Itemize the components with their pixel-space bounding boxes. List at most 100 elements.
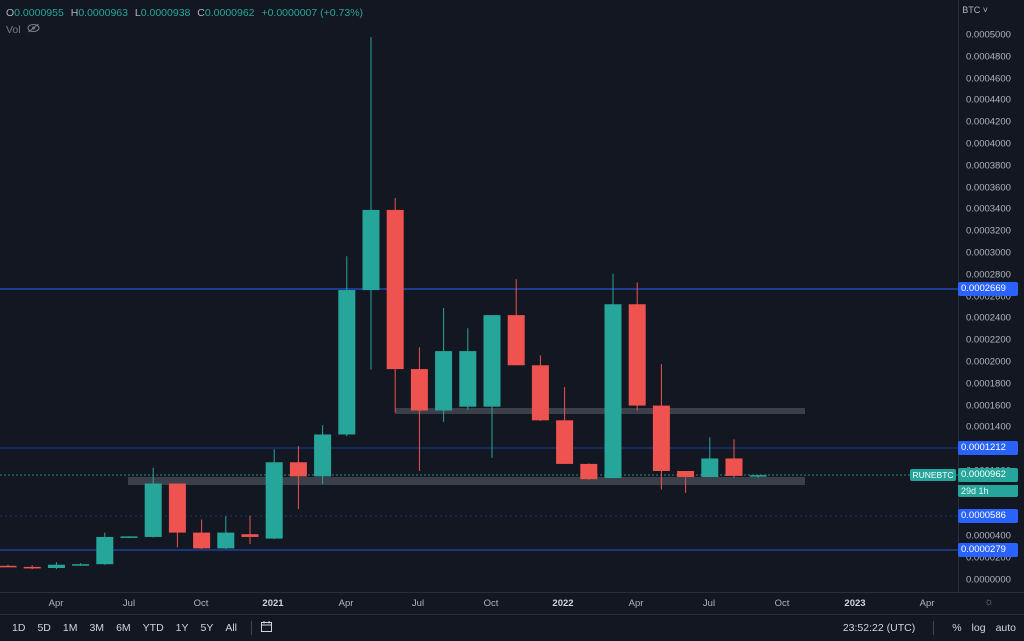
candle-body xyxy=(483,315,501,407)
x-tick-label: Oct xyxy=(483,598,499,609)
y-tick-label: 0.0004200 xyxy=(966,116,1011,128)
price-tag-level-1: 0.0002669 xyxy=(958,282,1018,296)
y-tick-label: 0.0004600 xyxy=(966,73,1011,85)
open-value: 0.0000955 xyxy=(14,7,64,19)
currency-label: BTC xyxy=(962,5,981,15)
candle-body xyxy=(338,290,356,435)
y-tick-label: 0.0000200 xyxy=(966,552,1011,564)
candle-body xyxy=(314,434,332,477)
chevron-down-icon: ˅ xyxy=(982,5,988,15)
x-tick-label: Jul xyxy=(122,598,136,609)
price-axis[interactable] xyxy=(958,0,1024,592)
x-tick-label: Oct xyxy=(193,598,209,609)
timeframe-button[interactable]: 5Y xyxy=(200,622,214,634)
x-tick-label: 2022 xyxy=(552,598,574,609)
y-tick-label: 0.0003000 xyxy=(966,247,1011,259)
candle-body xyxy=(725,458,743,476)
candle-body xyxy=(459,351,477,407)
symbol-tag: RUNEBTC xyxy=(910,469,956,481)
y-tick-label: 0.0004800 xyxy=(966,51,1011,63)
timeframe-button[interactable]: 5D xyxy=(37,622,51,634)
close-value: 0.0000962 xyxy=(204,7,255,19)
candle-body xyxy=(580,463,598,480)
timeframe-button[interactable]: 1Y xyxy=(175,622,189,634)
y-tick-label: 0.0000400 xyxy=(966,530,1011,542)
x-tick-label: Apr xyxy=(48,598,64,609)
low-value: 0.0000938 xyxy=(140,7,191,19)
timeframe-button[interactable]: 3M xyxy=(89,622,105,634)
close-label: C xyxy=(197,7,205,19)
log-scale-toggle[interactable]: log xyxy=(971,622,986,634)
y-tick-label: 0.0003400 xyxy=(966,203,1011,215)
candle-body xyxy=(265,462,283,539)
x-tick-label: Jul xyxy=(702,598,716,609)
candle-body xyxy=(120,536,138,538)
current-price-tag: 0.0000962 xyxy=(958,468,1018,482)
volume-label: Vol xyxy=(6,23,21,36)
y-tick-label: 0.0002800 xyxy=(966,269,1011,281)
candle-body xyxy=(701,458,719,477)
timeframe-button[interactable]: 6M xyxy=(116,622,131,634)
high-label: H xyxy=(70,7,79,19)
ohlc-legend: O0.0000955 H0.0000963 L0.0000938 C0.0000… xyxy=(6,7,367,19)
y-tick-label: 0.0002600 xyxy=(966,291,1011,303)
x-tick-label: 2021 xyxy=(262,598,284,609)
bottom-toolbar: 1D 5D 1M 3M 6M YTD 1Y 5Y All 23:52:22 (UTC) % lo… xyxy=(0,614,1024,641)
x-tick-label: Jul xyxy=(411,598,425,609)
x-tick-label: Apr xyxy=(338,598,354,609)
support-zone xyxy=(128,477,805,485)
timeframe-button[interactable]: YTD xyxy=(142,622,164,634)
candle-body xyxy=(144,483,162,537)
utc-clock[interactable]: 23:52:22 (UTC) xyxy=(842,622,916,634)
x-tick-label: 2023 xyxy=(844,598,866,609)
candle-body xyxy=(435,351,453,411)
x-tick-label: Apr xyxy=(628,598,644,609)
candle-body xyxy=(386,209,404,370)
candle-body xyxy=(47,564,65,569)
y-tick-label: 0.0000000 xyxy=(966,574,1011,586)
date-range-icon[interactable] xyxy=(260,620,273,636)
x-tick-label: Apr xyxy=(919,598,935,609)
y-tick-label: 0.0004400 xyxy=(966,94,1011,106)
y-tick-label: 0.0001400 xyxy=(966,421,1011,433)
candle-body xyxy=(289,462,307,477)
currency-selector[interactable]: BTC ˅ xyxy=(962,5,988,15)
settings-gear-icon[interactable]: ☼ xyxy=(984,596,995,608)
divider xyxy=(251,621,253,635)
price-tag-level-2: 0.0001212 xyxy=(958,441,1018,455)
y-tick-label: 0.0003200 xyxy=(966,225,1011,237)
price-tag-level-3: 0.0000586 xyxy=(958,509,1018,523)
candle-body xyxy=(410,369,428,411)
timeframe-button[interactable]: 1M xyxy=(62,622,78,634)
timeframe-button[interactable]: All xyxy=(225,622,238,634)
open-label: O xyxy=(6,7,15,19)
y-tick-label: 0.0003600 xyxy=(966,182,1011,194)
y-tick-label: 0.0001800 xyxy=(966,378,1011,390)
y-tick-label: 0.0002400 xyxy=(966,312,1011,324)
candle-body xyxy=(0,565,17,568)
candle-body xyxy=(604,304,622,479)
candle-body xyxy=(531,365,549,421)
high-value: 0.0000963 xyxy=(78,7,128,19)
percent-scale-toggle[interactable]: % xyxy=(952,622,962,634)
low-label: L xyxy=(134,7,141,19)
candle-body xyxy=(168,483,186,533)
eye-hidden-icon[interactable] xyxy=(27,23,40,36)
bar-countdown: 29d 1h xyxy=(958,485,1018,497)
candle-body xyxy=(72,564,90,566)
candle-body xyxy=(96,536,114,565)
candle-body xyxy=(23,566,41,569)
auto-scale-toggle[interactable]: auto xyxy=(995,622,1016,634)
resistance-zone xyxy=(395,408,805,414)
timeframe-group: 1D 5D 1M 3M 6M YTD 1Y 5Y All xyxy=(0,622,243,634)
y-tick-label: 0.0002000 xyxy=(966,356,1011,368)
candle-body xyxy=(362,209,380,291)
timeframe-button[interactable]: 1D xyxy=(12,622,26,634)
volume-legend[interactable]: Vol xyxy=(6,23,40,36)
candle-body xyxy=(193,532,211,549)
y-tick-label: 0.0005000 xyxy=(966,29,1011,41)
candle-body xyxy=(556,420,574,464)
divider xyxy=(933,621,935,635)
x-tick-label: Oct xyxy=(774,598,790,609)
